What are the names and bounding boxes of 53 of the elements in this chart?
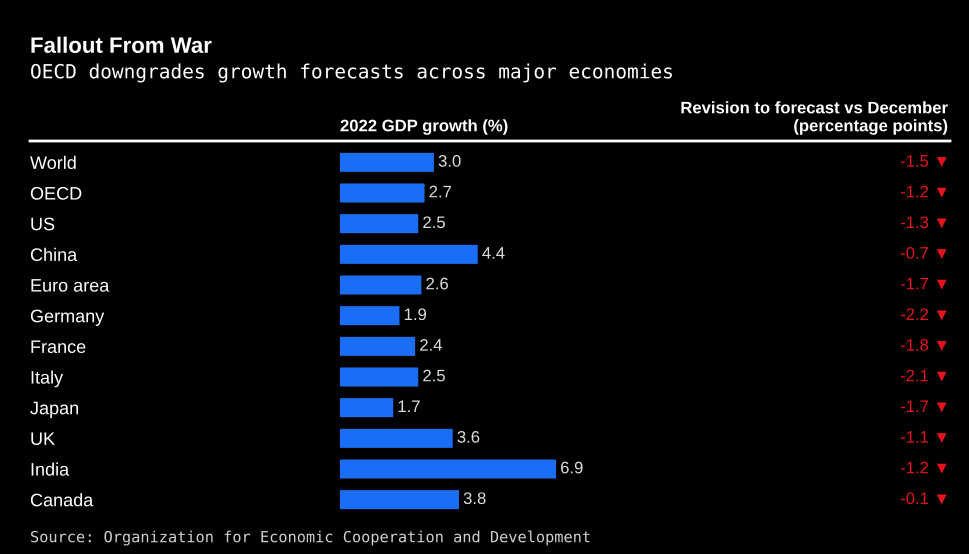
data-label: 2.5 [423, 370, 445, 382]
text: -1.2 ▼ [900, 186, 947, 198]
bar [340, 183, 425, 203]
x-axis-title: 2022 GDP growth (%) [340, 119, 508, 135]
bar [340, 367, 418, 387]
data-label: 1.9 [404, 308, 426, 320]
data-label: 2.6 [426, 278, 448, 290]
y-tick-label: China [30, 248, 78, 262]
y-tick-label: UK [31, 432, 55, 446]
source-note: Source: Organization for Economic Cooperation and Development [31, 530, 590, 546]
bar [340, 275, 422, 295]
text: -1.7 ▼ [900, 278, 947, 290]
data-label: 1.7 [398, 400, 420, 412]
y-tick-label: Euro area [31, 279, 110, 292]
data-label: 2.5 [423, 216, 445, 228]
bar [340, 152, 434, 172]
text: -1.3 ▼ [900, 216, 947, 228]
text: -0.7 ▼ [900, 247, 947, 259]
text: Revision to forecast vs December (percentage points) [681, 101, 948, 135]
y-tick-label: US [31, 218, 54, 230]
text: Fallout From War [31, 36, 212, 53]
data-label: 2.4 [420, 339, 442, 351]
y-tick-label: World [30, 156, 76, 170]
data-label: 4.4 [482, 247, 505, 259]
text: -1.2 ▼ [900, 462, 947, 474]
y-tick-label: Japan [30, 402, 78, 418]
bar [340, 244, 478, 264]
bar [340, 428, 453, 448]
bar [340, 306, 400, 326]
data-label: 3.0 [438, 155, 461, 167]
data-label: 3.8 [464, 492, 486, 504]
data-label: 3.6 [458, 431, 480, 443]
bar [340, 398, 394, 418]
text: -1.8 ▼ [900, 339, 947, 351]
text: -1.1 ▼ [900, 431, 947, 443]
text: -2.1 ▼ [900, 370, 947, 382]
y-tick-label: France [31, 340, 86, 354]
data-label: 6.9 [561, 462, 583, 474]
y-tick-label: OECD [30, 186, 82, 200]
bar [340, 336, 416, 356]
y-tick-label: India [32, 462, 70, 476]
bar [340, 214, 418, 234]
y-tick-label: Germany [30, 310, 104, 326]
data-label: 2.7 [430, 186, 452, 198]
text: -1.5 ▼ [900, 155, 947, 167]
y-tick-label: Canada [30, 493, 94, 506]
text: -0.1 ▼ [900, 492, 947, 504]
text: -1.7 ▼ [900, 400, 947, 412]
bar [340, 490, 459, 510]
y-tick-label: Italy [32, 370, 64, 388]
bar [340, 459, 556, 479]
chart-subtitle: OECD downgrades growth forecasts across major economies [31, 64, 672, 82]
text: -2.2 ▼ [900, 308, 947, 320]
